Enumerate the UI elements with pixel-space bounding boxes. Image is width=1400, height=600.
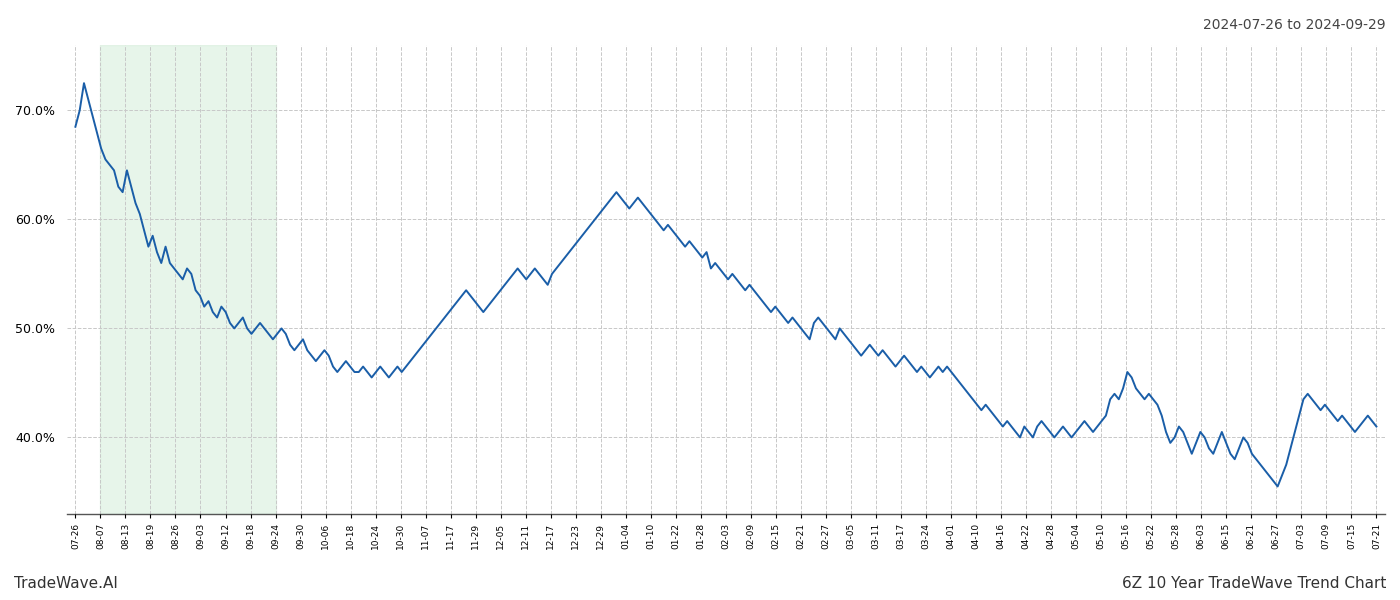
Text: TradeWave.AI: TradeWave.AI [14,576,118,591]
Text: 2024-07-26 to 2024-09-29: 2024-07-26 to 2024-09-29 [1204,18,1386,32]
Bar [101,45,276,514]
Text: 6Z 10 Year TradeWave Trend Chart: 6Z 10 Year TradeWave Trend Chart [1121,576,1386,591]
